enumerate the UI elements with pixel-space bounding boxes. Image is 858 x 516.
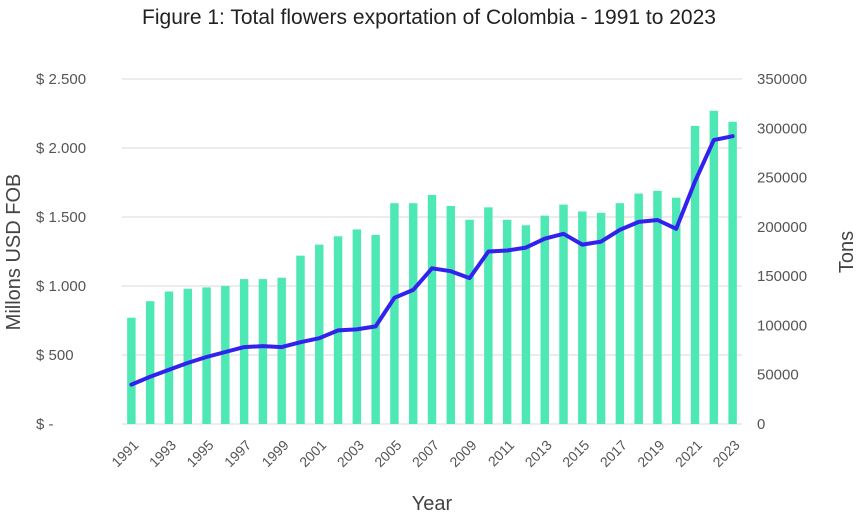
x-tick-label: 2007 xyxy=(409,437,442,470)
bar-2023 xyxy=(728,121,737,424)
x-tick-label: 1995 xyxy=(183,437,216,470)
x-tick-label: 2003 xyxy=(334,437,367,470)
left-tick-label: $ - xyxy=(36,416,54,433)
x-tick-label: 2013 xyxy=(522,437,555,470)
x-tick-label: 2023 xyxy=(709,437,742,470)
left-tick-label: $ 500 xyxy=(36,347,74,364)
x-tick-label: 1991 xyxy=(108,437,141,470)
bar-2013 xyxy=(540,215,549,424)
bar-2005 xyxy=(390,203,399,424)
left-tick-label: $ 2.000 xyxy=(36,140,86,157)
left-axis-label: Millons USD FOB xyxy=(3,174,25,331)
bar-1991 xyxy=(127,317,136,424)
bar-2009 xyxy=(465,219,474,424)
bar-2015 xyxy=(578,211,587,424)
left-axis-ticks: $ - $ 500 $ 1.000 $ 1.500 $ 2.000 $ 2.500 xyxy=(36,71,86,433)
right-tick-label: 100000 xyxy=(757,317,807,334)
bar-2018 xyxy=(634,193,643,424)
right-tick-label: 200000 xyxy=(757,219,807,236)
bar-2008 xyxy=(446,205,456,424)
x-tick-label: 2019 xyxy=(634,437,667,470)
x-tick-label: 2021 xyxy=(672,437,705,470)
bar-2011 xyxy=(502,219,512,424)
right-axis-label: Tons xyxy=(836,231,858,273)
right-tick-label: 150000 xyxy=(757,268,807,285)
x-tick-label: 2005 xyxy=(371,437,404,470)
bar-1997 xyxy=(239,279,249,424)
x-tick-label: 1999 xyxy=(258,437,291,470)
x-tick-label: 2017 xyxy=(597,437,630,470)
x-tick-label: 1997 xyxy=(221,437,254,470)
x-tick-label: 2009 xyxy=(446,437,479,470)
right-tick-label: 300000 xyxy=(757,120,807,137)
bar-2022 xyxy=(709,110,719,425)
bar-2019 xyxy=(653,190,662,424)
right-tick-label: 250000 xyxy=(757,170,807,187)
x-axis-ticks: 1991 1993 1995 1997 1999 2001 2003 2005 2007 2009… xyxy=(108,437,743,470)
bar-2017 xyxy=(615,203,625,424)
bar-1994 xyxy=(183,288,192,424)
x-tick-label: 2015 xyxy=(559,437,592,470)
bar-1993 xyxy=(164,291,174,424)
bar-2000 xyxy=(296,255,305,424)
bar-2012 xyxy=(521,225,531,424)
x-tick-label: 2001 xyxy=(296,437,329,470)
chart-title: Figure 1: Total flowers exportation of C… xyxy=(142,6,716,29)
bar-1996 xyxy=(221,286,230,424)
right-tick-label: 50000 xyxy=(757,367,799,384)
bar-2014 xyxy=(559,204,568,424)
left-tick-label: $ 2.500 xyxy=(36,71,86,88)
bar-1998 xyxy=(258,279,268,424)
bar-2010 xyxy=(484,207,493,424)
x-tick-label: 2011 xyxy=(485,437,518,470)
bar-2016 xyxy=(596,212,606,424)
left-tick-label: $ 1.000 xyxy=(36,278,86,295)
x-axis-label: Year xyxy=(412,493,453,515)
right-tick-label: 350000 xyxy=(757,71,807,88)
bar-2020 xyxy=(672,197,681,424)
left-tick-label: $ 1.500 xyxy=(36,209,86,226)
bar-2007 xyxy=(427,194,437,424)
right-tick-label: 0 xyxy=(757,416,765,433)
tons-line xyxy=(129,134,735,387)
bar-2021 xyxy=(690,125,700,425)
line-series xyxy=(129,134,735,387)
bar-2004 xyxy=(371,234,380,424)
bar-1999 xyxy=(277,277,286,424)
bar-2001 xyxy=(315,244,324,424)
right-axis-ticks: 0 50000 100000 150000 200000 250000 300000 3500… xyxy=(757,71,807,433)
bar-1992 xyxy=(145,301,155,424)
bar-2006 xyxy=(408,203,418,424)
bar-2003 xyxy=(352,229,362,424)
x-tick-label: 1993 xyxy=(146,437,179,470)
